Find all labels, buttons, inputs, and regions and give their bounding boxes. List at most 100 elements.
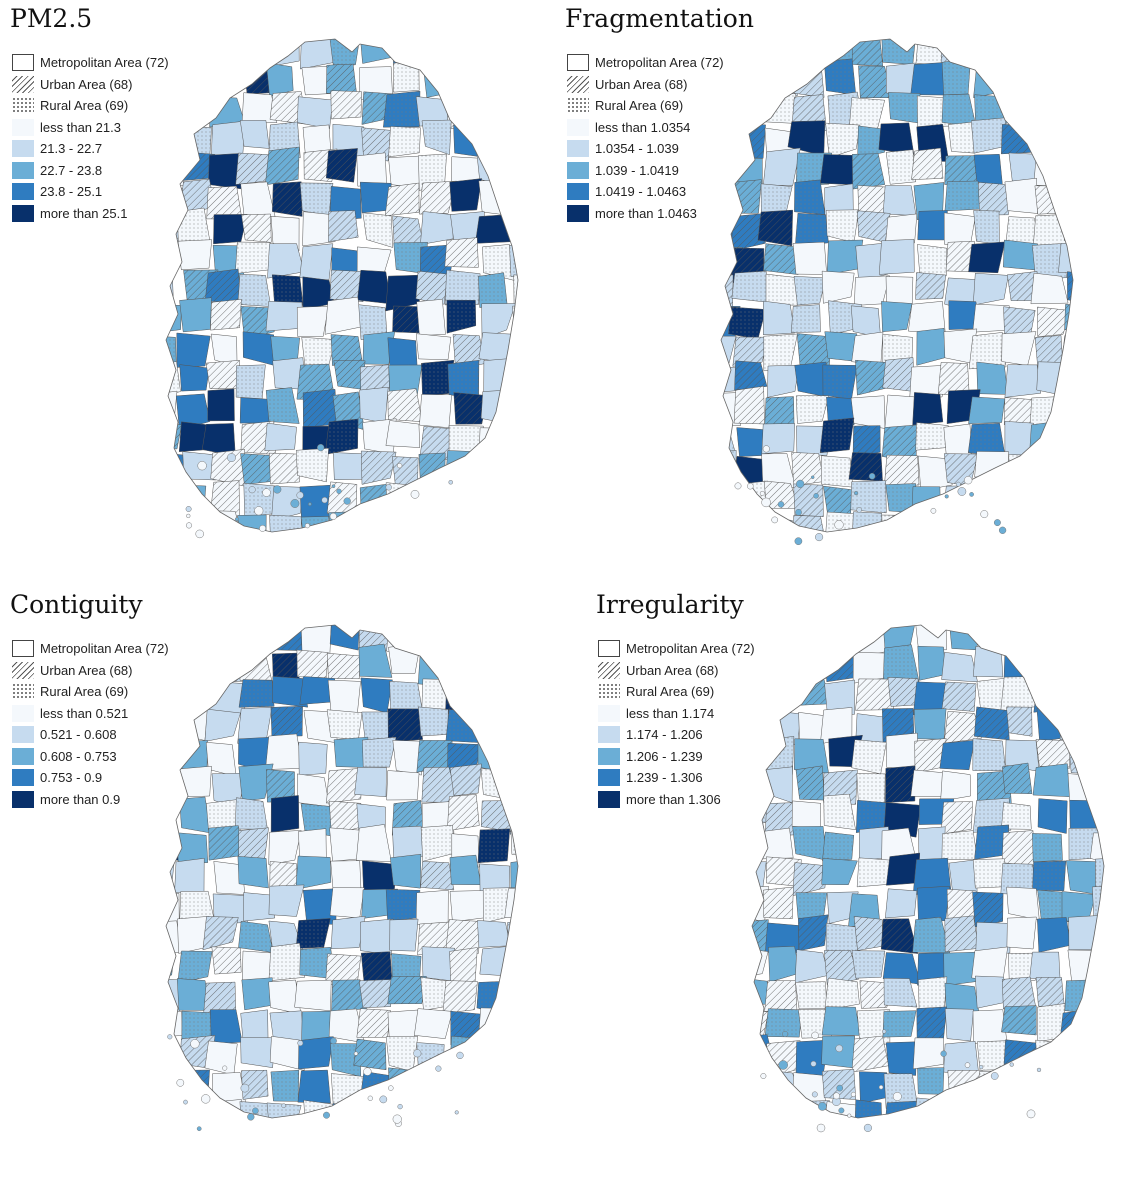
district-region — [268, 830, 302, 865]
urban-hatch-overlay — [361, 1127, 390, 1150]
legend-class-2: 1.174 - 1.206 — [598, 724, 755, 746]
island — [1026, 1109, 1036, 1119]
district-region — [474, 1069, 507, 1102]
district-region — [504, 486, 518, 518]
urban-hatch-overlay — [392, 215, 425, 250]
rural-dots-overlay — [513, 212, 518, 243]
urban-hatch-overlay — [734, 360, 767, 390]
color-swatch — [598, 769, 620, 787]
district-region — [1097, 793, 1104, 825]
urban-hatch-overlay — [510, 798, 518, 836]
district-region — [273, 546, 307, 564]
rural-dots-overlay — [362, 737, 397, 768]
legend-class-4: 1.0419 - 1.0463 — [567, 181, 724, 203]
district-region — [1033, 679, 1073, 713]
district-region — [508, 1011, 518, 1043]
rural-dots-overlay — [821, 455, 853, 488]
rural-dots-overlay — [794, 276, 826, 306]
district-region — [1029, 951, 1061, 981]
rural-dots-overlay — [477, 828, 510, 863]
island — [957, 487, 967, 496]
urban-hatch-overlay — [120, 208, 150, 241]
rural-dots-overlay — [362, 212, 393, 248]
district-region — [1035, 93, 1073, 130]
district-region — [449, 178, 482, 212]
legend-item-urban: Urban Area (68) — [12, 74, 169, 96]
rural-dots-overlay — [977, 1040, 1007, 1071]
district-region — [824, 679, 855, 716]
district-region — [949, 625, 978, 651]
district-region — [752, 743, 766, 779]
island — [838, 1107, 845, 1114]
urban-hatch-overlay — [361, 951, 393, 988]
district-region — [1067, 949, 1101, 983]
legend-class-1: less than 21.3 — [12, 117, 169, 139]
district-region — [511, 770, 518, 799]
district-region — [706, 1004, 729, 1033]
rural-dots-overlay — [797, 1133, 830, 1150]
urban-hatch-overlay — [731, 213, 766, 252]
district-region — [706, 768, 730, 801]
rural-dots-overlay — [677, 126, 709, 155]
district-region — [166, 737, 186, 772]
legend-label: more than 1.0463 — [595, 205, 697, 221]
island — [234, 517, 239, 522]
rural-dots-overlay — [973, 210, 1000, 245]
district-region — [1031, 506, 1066, 532]
district-region — [385, 420, 421, 448]
urban-hatch-overlay — [1002, 977, 1037, 1011]
legend-item-urban: Urban Area (68) — [12, 660, 169, 682]
urban-hatch-overlay — [235, 153, 273, 185]
legend-label: Rural Area (69) — [40, 98, 129, 114]
district-region — [392, 825, 424, 859]
district-region — [166, 214, 183, 248]
district-region — [1097, 1133, 1126, 1151]
district-region — [166, 1096, 184, 1118]
rural-dots-overlay — [822, 364, 858, 400]
district-region — [297, 773, 330, 807]
rural-dots-overlay — [388, 126, 421, 157]
rural-dots-overlay — [942, 94, 976, 127]
rural-dots-overlay — [166, 766, 180, 801]
rural-dots-overlay — [509, 90, 518, 124]
island — [388, 1085, 394, 1091]
district-region — [120, 739, 149, 770]
district-region — [178, 705, 208, 741]
urban-hatch-overlay — [506, 517, 518, 532]
district-region — [675, 96, 707, 126]
district-region — [1068, 1131, 1100, 1151]
urban-hatch-overlay — [203, 982, 236, 1018]
legend-label: less than 1.174 — [626, 705, 715, 721]
district-region — [675, 393, 706, 420]
rural-dots-overlay — [509, 1011, 518, 1042]
district-region — [1005, 87, 1040, 125]
district-region — [510, 713, 518, 744]
district-region — [354, 767, 387, 797]
district-region — [513, 625, 518, 649]
district-region — [821, 858, 858, 885]
rural-dots-overlay — [826, 923, 858, 955]
island — [990, 1072, 999, 1080]
district-region — [237, 856, 269, 889]
district-region — [706, 712, 733, 743]
urban-hatch-overlay — [764, 980, 797, 1012]
rural-dots-overlay — [331, 1073, 365, 1106]
island — [993, 519, 1001, 527]
island — [833, 1092, 840, 1100]
rural-dots-overlay — [888, 92, 921, 123]
island — [759, 490, 765, 496]
urban-hatch-overlay — [387, 976, 427, 1004]
district-region — [915, 542, 946, 564]
urban-hatch-overlay — [123, 62, 155, 97]
district-region — [1036, 483, 1073, 519]
district-region — [415, 889, 449, 926]
rural-dots-overlay — [299, 947, 335, 979]
urban-hatch-overlay — [1064, 304, 1073, 331]
rural-dots-overlay — [823, 794, 856, 830]
district-region — [237, 625, 270, 653]
district-region — [1037, 917, 1071, 953]
map-panel-fragmentation: Fragmentation Metropolitan Area (72) Urb… — [555, 0, 1118, 591]
rural-dots-overlay — [886, 149, 916, 185]
legend-class-1: less than 1.0354 — [567, 117, 724, 139]
island — [955, 481, 961, 487]
